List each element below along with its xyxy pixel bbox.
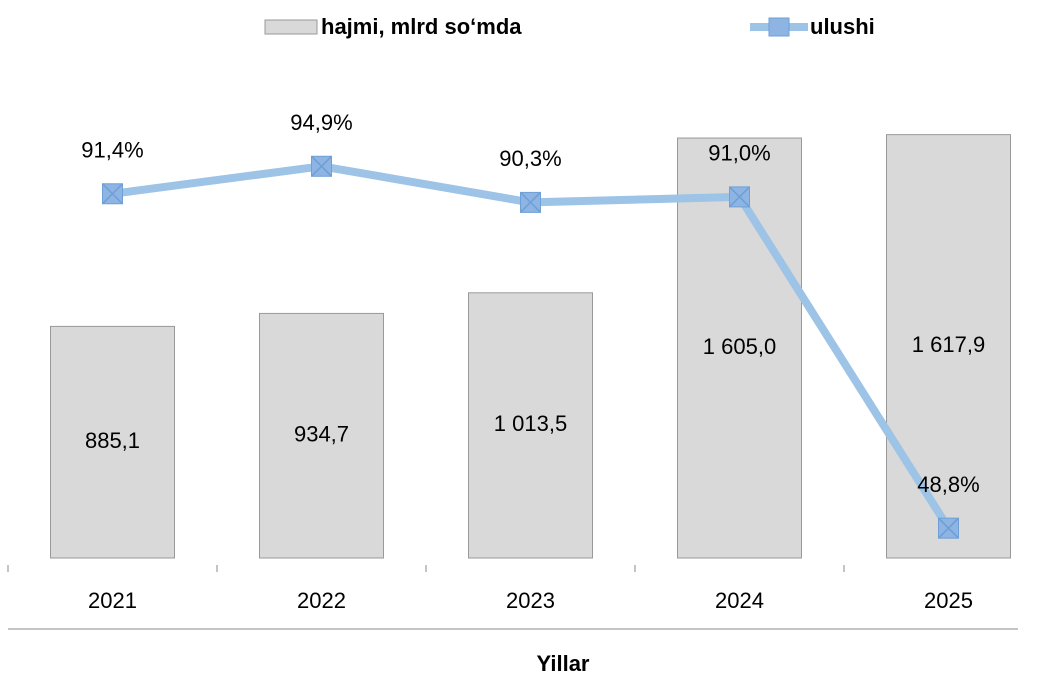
marker-cross [937,517,960,539]
bar-label: 1 013,5 [494,411,567,436]
bar-label: 885,1 [85,428,140,453]
marker-cross [519,191,542,213]
bar [50,325,175,559]
line-label: 91,0% [708,141,770,166]
bar [468,292,593,559]
x-axis-label: Yillar [537,651,590,675]
bar-label: 1 617,9 [912,332,985,357]
legend-marker [768,17,790,37]
bar [886,134,1011,559]
line-label: 90,3% [499,146,561,171]
legend-swatch [264,19,318,35]
legend-label: hajmi, mlrd so‘mda [321,14,522,39]
bar-label: 934,7 [294,422,349,447]
x-tick-label: 2025 [924,588,973,613]
x-tick-label: 2022 [297,588,346,613]
bar [677,137,802,559]
line-label: 91,4% [81,138,143,163]
marker-cross [101,183,124,205]
x-tick-label: 2024 [715,588,764,613]
marker-cross [310,155,333,177]
marker-cross [728,186,751,208]
x-tick-label: 2021 [88,588,137,613]
line-label: 94,9% [290,110,352,135]
legend-label: ulushi [810,14,875,39]
line-label: 48,8% [917,472,979,497]
x-tick-label: 2023 [506,588,555,613]
bar-label: 1 605,0 [703,334,776,359]
bar [259,312,384,559]
